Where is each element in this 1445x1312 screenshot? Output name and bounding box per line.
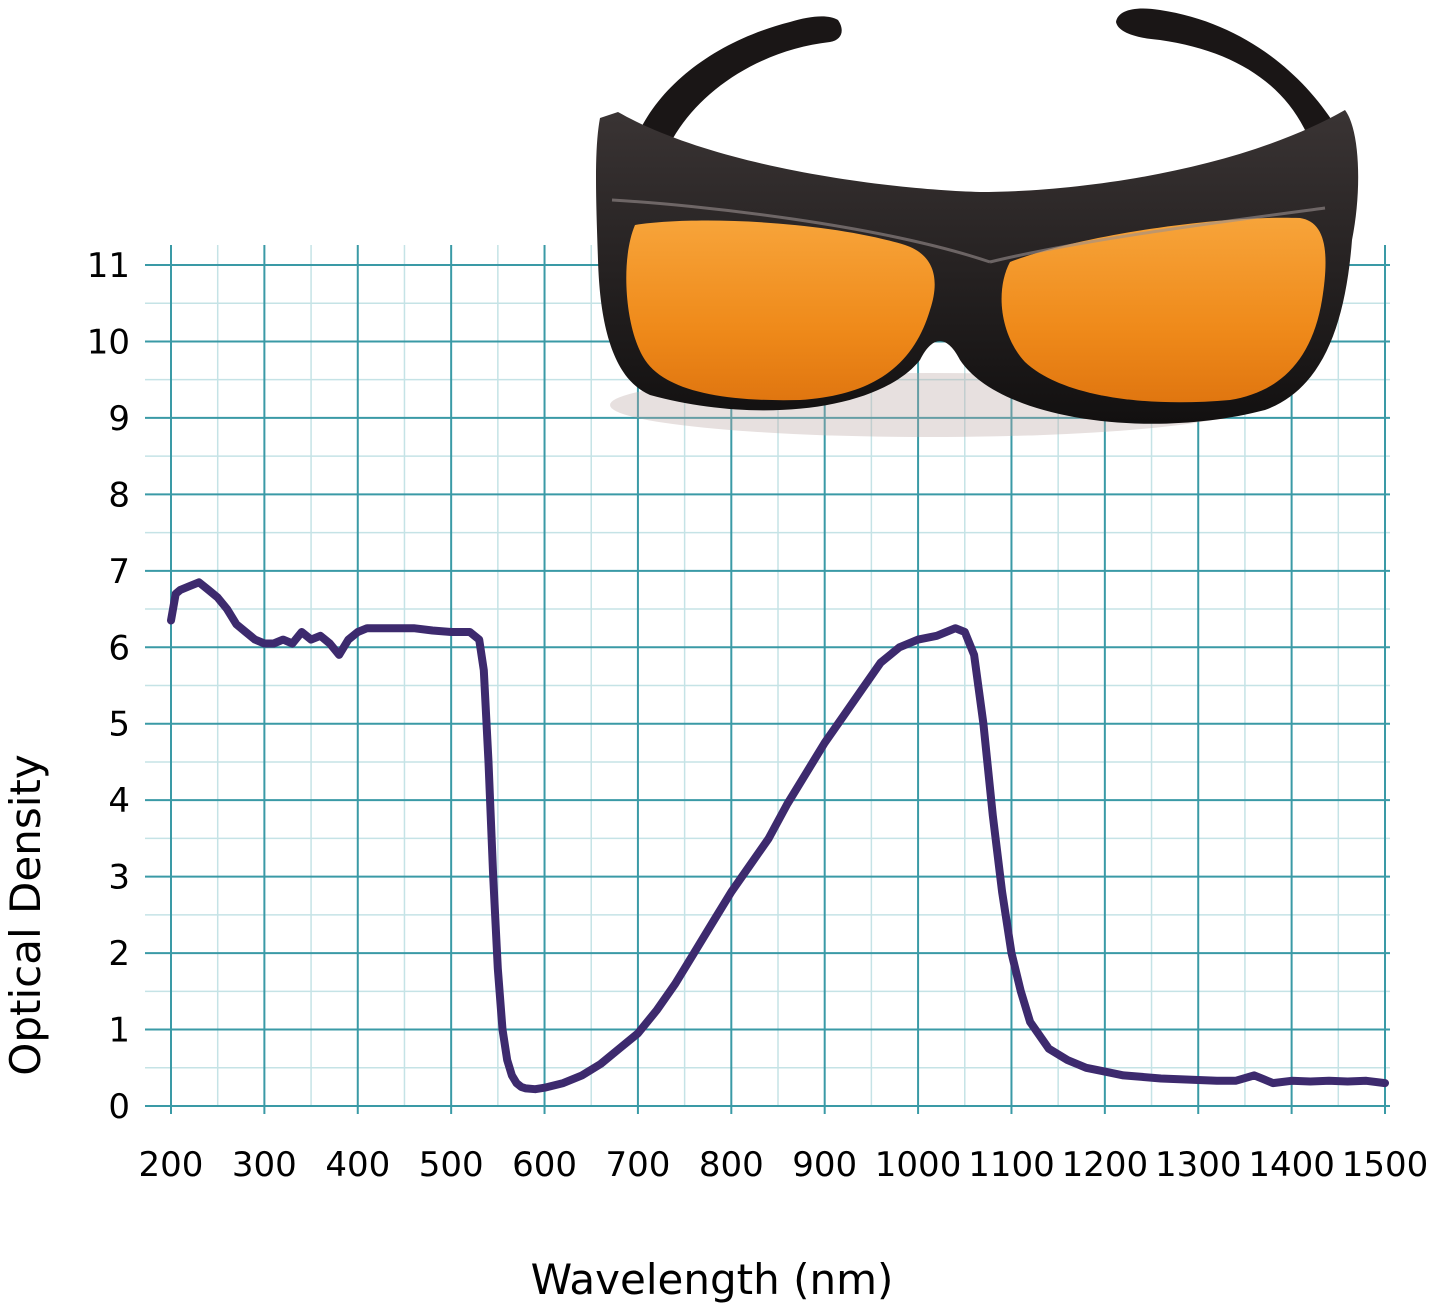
- y-tick-label: 4: [108, 781, 130, 821]
- right-lens: [1001, 217, 1326, 403]
- bridge-highlight: [611, 198, 991, 264]
- series-group: [167, 578, 1389, 1094]
- optical-density-series-line: [167, 578, 1389, 1094]
- x-axis-title: Wavelength (nm): [531, 1255, 894, 1304]
- y-tick-label: 8: [108, 475, 130, 515]
- y-tick-label: 9: [108, 399, 130, 439]
- y-tick-label: 11: [87, 246, 130, 286]
- x-tick-label: 900: [792, 1145, 857, 1185]
- x-tick-labels: 200 300 400 500 600 700 800 900 1000 1100 1200 1300…: [139, 1145, 1429, 1185]
- x-tick-label: 1200: [1062, 1145, 1149, 1185]
- y-tick-label: 1: [108, 1011, 130, 1051]
- x-tick-label: 200: [139, 1145, 204, 1185]
- x-tick-label: 1500: [1342, 1145, 1429, 1185]
- bridge-highlight-right: [989, 206, 1326, 264]
- y-tick-label: 2: [108, 934, 130, 974]
- x-tick-label: 1400: [1248, 1145, 1335, 1185]
- left-lens: [626, 220, 935, 401]
- x-tick-label: 400: [325, 1145, 390, 1185]
- right-temple-arm: [1116, 8, 1335, 130]
- left-temple-arm: [640, 16, 842, 140]
- safety-glasses-image: [596, 8, 1359, 437]
- x-tick-label: 700: [605, 1145, 670, 1185]
- x-tick-label: 800: [699, 1145, 764, 1185]
- x-tick-label: 1000: [875, 1145, 962, 1185]
- y-tick-labels: 0 1 2 3 4 5 6 7 8 9 10 11: [87, 246, 130, 1127]
- x-tick-label: 600: [512, 1145, 577, 1185]
- y-tick-label: 10: [87, 322, 130, 362]
- y-tick-label: 0: [108, 1087, 130, 1127]
- x-tick-label: 300: [232, 1145, 297, 1185]
- y-axis-title: Optical Density: [1, 754, 50, 1075]
- x-tick-label: 1100: [968, 1145, 1055, 1185]
- y-tick-label: 3: [108, 858, 130, 898]
- x-tick-label: 500: [419, 1145, 484, 1185]
- y-tick-label: 5: [108, 705, 130, 745]
- y-tick-label: 6: [108, 628, 130, 668]
- x-tick-label: 1300: [1155, 1145, 1242, 1185]
- y-tick-label: 7: [108, 552, 130, 592]
